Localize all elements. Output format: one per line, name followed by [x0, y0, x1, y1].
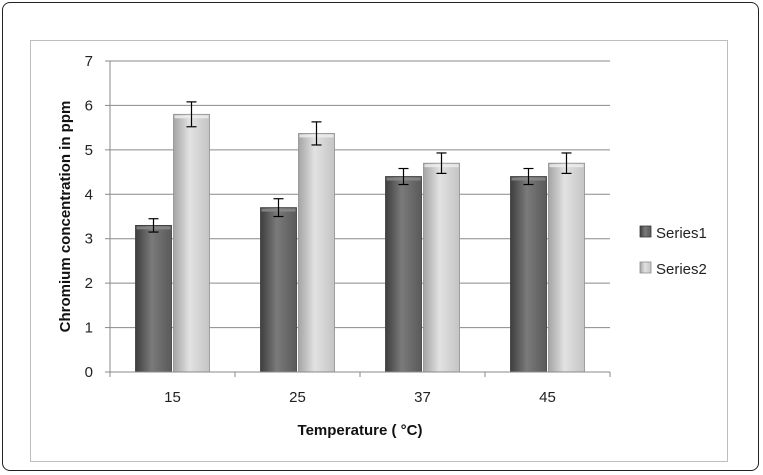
x-tick-labels: 15 25 37 45: [109, 372, 611, 406]
y-tick-label: 0: [85, 364, 93, 381]
legend-label-series2: Series2: [656, 261, 707, 278]
x-tick-label: 37: [414, 389, 431, 406]
legend-swatch-series2: [639, 261, 652, 274]
y-tick-label: 3: [85, 231, 93, 248]
chart-area-border: [30, 40, 728, 462]
y-tick-label: 7: [85, 53, 93, 70]
y-tick-label: 1: [85, 320, 93, 337]
bar-series1-25: [260, 207, 297, 373]
bar-series2-25: [298, 133, 335, 373]
bar-series1-45: [510, 176, 547, 373]
y-tick-label: 6: [85, 97, 93, 114]
y-axis-title: Chromium concentration in ppm: [57, 101, 74, 333]
y-tick-label: 4: [85, 186, 93, 203]
y-tick-label: 5: [85, 142, 93, 159]
chart-frame: [2, 2, 759, 471]
y-tick-label: 2: [85, 275, 93, 292]
x-tick-label: 25: [289, 389, 306, 406]
legend-label-series1: Series1: [656, 225, 707, 242]
legend: Series1 Series2: [639, 225, 707, 278]
y-tick-labels: 0 1 2 3 4 5 6 7: [85, 53, 110, 381]
bar-series1-37: [385, 176, 422, 373]
bar-series2-45: [548, 162, 585, 373]
error-bars: [148, 101, 572, 233]
bars: [135, 113, 585, 373]
bar-series2-15: [173, 113, 210, 373]
bar-series1-15: [135, 224, 172, 373]
legend-swatch-series1: [639, 225, 652, 238]
x-tick-label: 45: [539, 389, 556, 406]
x-axis-title: Temperature ( °C): [298, 422, 423, 439]
x-tick-label: 15: [164, 389, 181, 406]
bar-series2-37: [423, 162, 460, 373]
